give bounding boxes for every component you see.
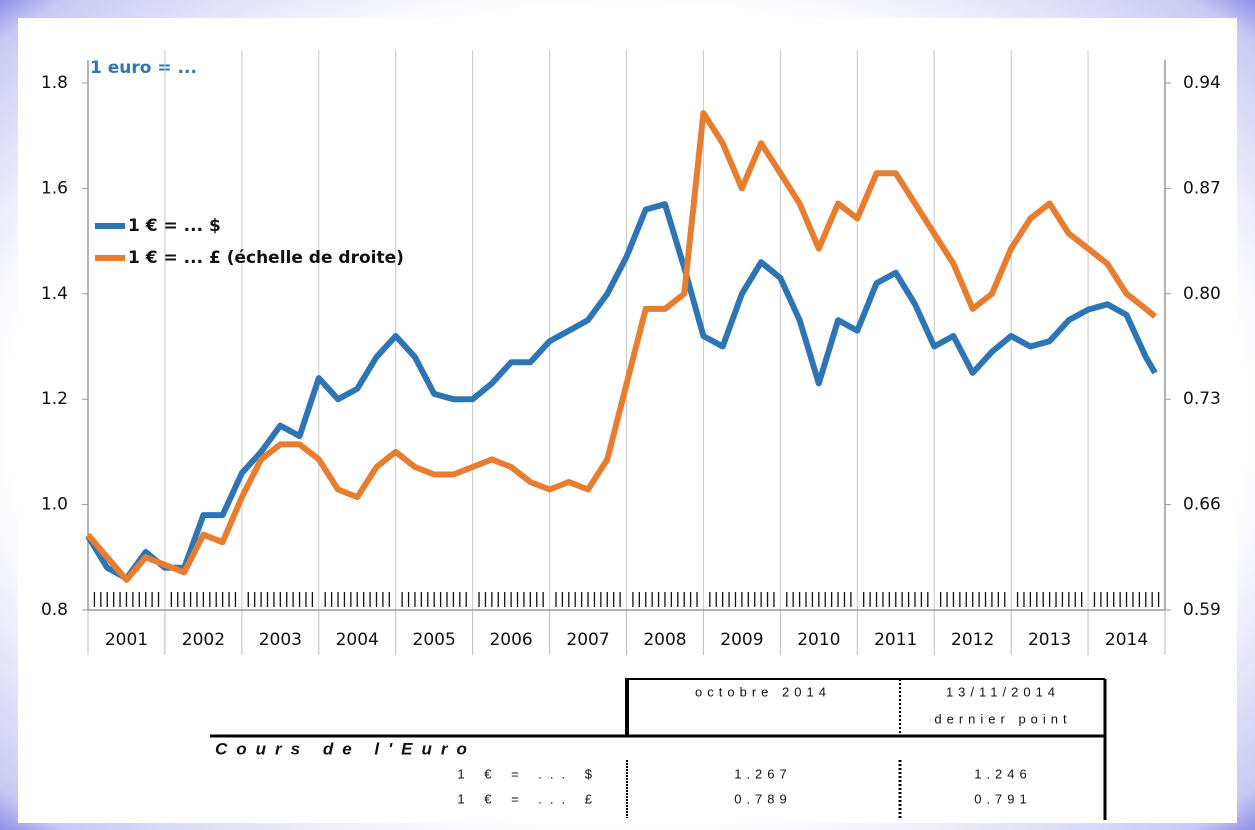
y-tick-label: 1.8 [41,73,68,93]
x-tick-label: 2011 [874,630,917,650]
x-tick-label: 2001 [105,630,148,650]
row-label: 1 € = ... $ [457,766,600,781]
series-line [85,201,1158,582]
y2-tick-label: 0.87 [1183,178,1221,198]
y-tick-label: 1.6 [41,178,68,198]
x-tick-label: 2002 [182,630,225,650]
y2-tick-label: 0.94 [1183,73,1221,93]
legend-label: 1 € = ... £ (échelle de droite) [128,248,404,268]
column-header: 13/11/2014 [946,684,1060,699]
column-header: dernier point [934,711,1071,726]
column-header: octobre 2014 [695,684,831,699]
x-tick-label: 2003 [259,630,302,650]
series-line [85,110,1157,583]
x-tick-label: 2007 [566,630,609,650]
y2-tick-label: 0.80 [1183,284,1221,304]
cell: 0.791 [974,791,1032,806]
table [210,678,1107,820]
y-tick-label: 0.8 [41,600,68,620]
x-tick-label: 2013 [1028,630,1071,650]
legend-label: 1 € = ... $ [128,216,221,236]
x-tick-label: 2014 [1105,630,1148,650]
y-tick-label: 1.0 [41,495,68,515]
x-tick-label: 2010 [797,630,840,650]
y-tick-label: 1.4 [41,284,68,304]
x-tick-label: 2004 [336,630,379,650]
cell: 0.789 [734,791,792,806]
cell: 1.246 [974,766,1032,781]
y2-tick-label: 0.59 [1183,600,1221,620]
x-tick-label: 2006 [489,630,532,650]
x-tick-label: 2008 [643,630,686,650]
x-tick-label: 2012 [951,630,994,650]
cell: 1.267 [734,766,792,781]
y-tick-label: 1.2 [41,389,68,409]
x-tick-label: 2009 [720,630,763,650]
table-title: Cours de l'Euro [215,739,476,758]
chart-title: 1 euro = ... [90,58,197,78]
y2-tick-label: 0.73 [1183,389,1221,409]
row-label: 1 € = ... £ [457,791,600,806]
x-tick-label: 2005 [413,630,456,650]
y2-tick-label: 0.66 [1183,495,1221,515]
